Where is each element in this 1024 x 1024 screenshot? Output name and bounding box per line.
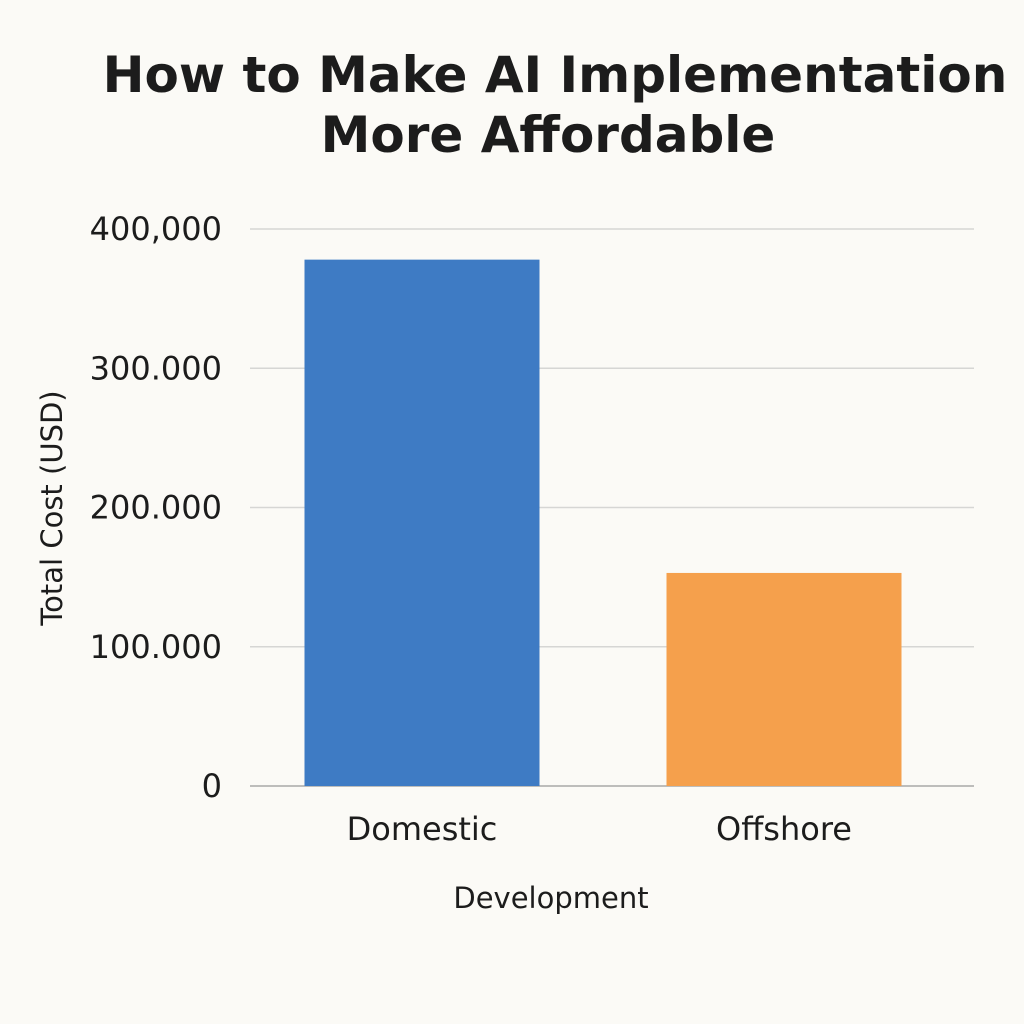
y-axis-ticks: 0 100.000 200.000 300.000 400,000 bbox=[90, 210, 222, 805]
y-axis-label: Total Cost (USD) bbox=[35, 390, 69, 626]
chart-title-line-2: More Affordable bbox=[321, 106, 776, 164]
y-tick-label: 100.000 bbox=[90, 628, 222, 666]
y-tick-label: 0 bbox=[202, 767, 222, 805]
y-tick-label: 200.000 bbox=[90, 489, 222, 527]
bar-domestic bbox=[304, 259, 540, 786]
y-tick-label: 300.000 bbox=[90, 349, 222, 387]
x-category-label: Domestic bbox=[347, 810, 498, 848]
x-axis-categories: Domestic Offshore bbox=[347, 810, 852, 848]
x-category-label: Offshore bbox=[716, 810, 852, 848]
chart-title-line-1: How to Make AI Implementation bbox=[103, 46, 1008, 104]
bars bbox=[304, 259, 902, 786]
chart-title: How to Make AI Implementation More Affor… bbox=[103, 46, 1008, 164]
x-axis-label: Development bbox=[453, 881, 648, 915]
bar-offshore bbox=[666, 572, 902, 786]
y-tick-label: 400,000 bbox=[90, 210, 222, 248]
